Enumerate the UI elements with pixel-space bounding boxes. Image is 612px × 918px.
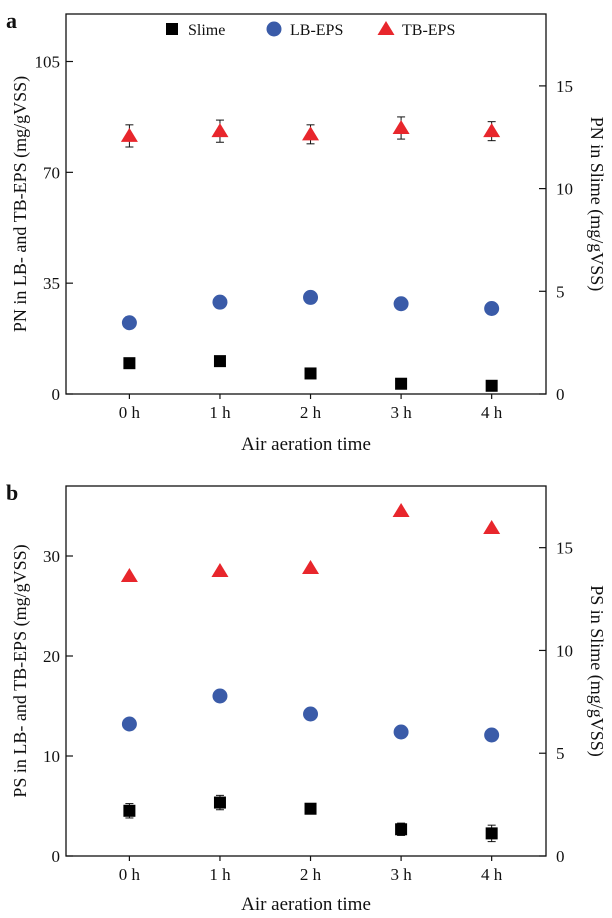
left-tick-label: 20 (43, 647, 60, 666)
slime-point (485, 827, 498, 840)
slime-point (395, 377, 408, 390)
x-tick-label: 1 h (209, 865, 231, 884)
slime-point (123, 804, 136, 817)
right-tick-label: 10 (556, 180, 573, 199)
lb-eps-point (121, 315, 137, 331)
left-tick-label: 0 (52, 385, 61, 404)
tb-eps-point (392, 503, 410, 517)
left-tick-label: 10 (43, 747, 60, 766)
x-tick-label: 4 h (481, 403, 503, 422)
lb-eps-point (393, 724, 409, 740)
panel-label: b (6, 480, 18, 505)
lb-eps-point (484, 727, 500, 743)
legend-slime-marker (166, 23, 178, 35)
tb-eps-point (120, 127, 138, 142)
x-tick-label: 3 h (390, 403, 412, 422)
x-tick-label: 1 h (209, 403, 231, 422)
right-tick-label: 15 (556, 77, 573, 96)
x-tick-label: 0 h (119, 403, 141, 422)
right-tick-label: 15 (556, 539, 573, 558)
legend-label: TB-EPS (402, 22, 455, 39)
plot-frame (65, 13, 547, 395)
lb-eps-point (303, 706, 319, 722)
right-tick-label: 5 (556, 282, 565, 301)
tb-eps-point (483, 520, 501, 534)
left-tick-label: 35 (43, 274, 60, 293)
x-tick-label: 0 h (119, 865, 141, 884)
right-tick-label: 10 (556, 641, 573, 660)
right-tick-label: 0 (556, 385, 565, 404)
lb-eps-point (303, 289, 319, 305)
left-tick-label: 30 (43, 547, 60, 566)
left-tick-label: 0 (52, 847, 61, 866)
x-tick-label: 2 h (300, 403, 322, 422)
x-tick-label: 3 h (390, 865, 412, 884)
tb-eps-point (483, 123, 501, 138)
lb-eps-point (121, 716, 137, 732)
plot-frame (65, 485, 547, 857)
slime-point (123, 357, 136, 370)
slime-point (485, 379, 498, 392)
slime-point (213, 355, 226, 368)
legend-tb-eps-marker (377, 21, 395, 35)
tb-eps-point (302, 560, 320, 574)
panel-label: a (6, 8, 17, 33)
lb-eps-point (212, 294, 228, 310)
slime-point (304, 802, 317, 815)
x-tick-label: 4 h (481, 865, 503, 884)
x-axis-title: Air aeration time (241, 434, 371, 455)
right-axis-title: PS in Slime (mg/gVSS) (586, 585, 607, 757)
left-axis-title: PN in LB- and TB-EPS (mg/gVSS) (10, 76, 31, 332)
left-tick-label: 70 (43, 163, 60, 182)
x-tick-label: 2 h (300, 865, 322, 884)
lb-eps-point (393, 296, 409, 312)
tb-eps-point (120, 568, 138, 582)
legend-lb-eps-marker (266, 21, 282, 37)
legend-label: Slime (188, 22, 225, 39)
lb-eps-point (484, 301, 500, 316)
right-tick-label: 0 (556, 847, 565, 866)
tb-eps-point (392, 120, 410, 134)
left-axis-title: PS in LB- and TB-EPS (mg/gVSS) (10, 544, 31, 797)
lb-eps-point (212, 688, 228, 704)
slime-point (395, 823, 408, 836)
tb-eps-point (302, 126, 320, 141)
slime-point (213, 796, 226, 809)
legend-label: LB-EPS (290, 22, 343, 39)
tb-eps-point (211, 123, 229, 138)
right-tick-label: 5 (556, 744, 565, 763)
slime-point (304, 367, 317, 380)
left-tick-label: 105 (35, 53, 61, 72)
tb-eps-point (211, 563, 229, 577)
x-axis-title: Air aeration time (241, 894, 371, 915)
right-axis-title: PN in Slime (mg/gVSS) (586, 117, 607, 292)
